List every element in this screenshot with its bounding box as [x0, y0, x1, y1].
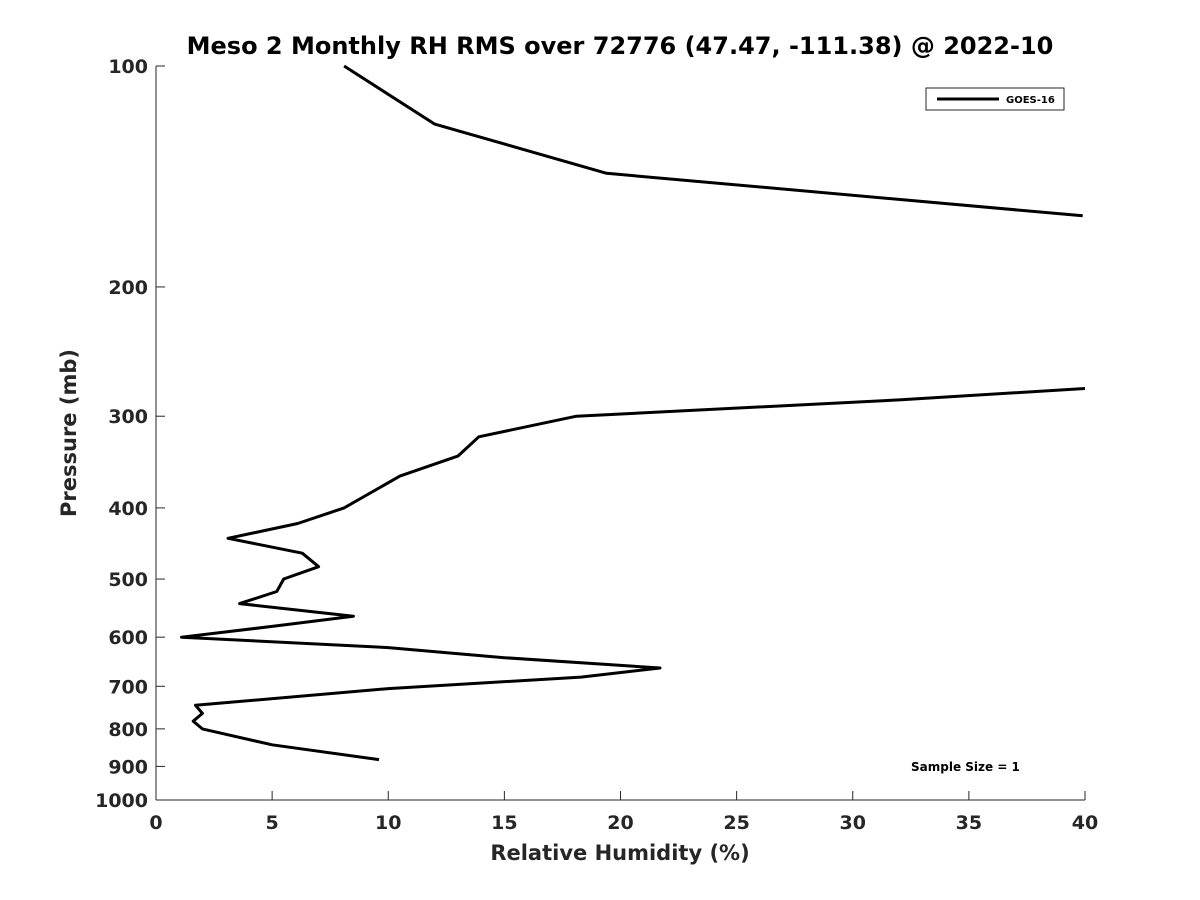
x-tick-label: 0 — [149, 812, 162, 834]
sample-size-annotation: Sample Size = 1 — [911, 760, 1020, 774]
axes: 0 5 10 15 20 25 30 35 40 100 200 300 400 500 600 700 800… — [95, 56, 1098, 834]
y-tick-label: 600 — [108, 627, 148, 649]
x-tick-label: 25 — [723, 812, 749, 834]
x-tick-label: 15 — [491, 812, 517, 834]
x-tick-label: 20 — [607, 812, 633, 834]
x-tick-label: 10 — [375, 812, 401, 834]
y-tick-label: 800 — [108, 719, 148, 741]
y-tick-label: 1000 — [95, 790, 148, 812]
y-tick-label: 700 — [108, 676, 148, 698]
y-tick-label: 500 — [108, 569, 148, 591]
y-tick-label: 200 — [108, 277, 148, 299]
y-tick-label: 300 — [108, 406, 148, 428]
legend: GOES-16 — [925, 87, 1065, 111]
series-line-goes-16 — [180, 387, 1085, 762]
x-tick-label: 35 — [956, 812, 982, 834]
series-layer — [180, 64, 1085, 762]
y-tick-label: 400 — [108, 498, 148, 520]
y-tick-label: 900 — [108, 756, 148, 778]
x-tick-label: 5 — [266, 812, 279, 834]
x-tick-label: 40 — [1072, 812, 1098, 834]
x-axis-label: Relative Humidity (%) — [490, 841, 749, 865]
legend-entry-goes-16: GOES-16 — [1006, 95, 1055, 106]
y-tick-label: 100 — [108, 56, 148, 78]
chart-title: Meso 2 Monthly RH RMS over 72776 (47.47,… — [187, 32, 1054, 60]
y-axis-label: Pressure (mb) — [57, 349, 81, 517]
series-line-goes-16 — [343, 64, 1083, 218]
x-tick-label: 30 — [840, 812, 866, 834]
